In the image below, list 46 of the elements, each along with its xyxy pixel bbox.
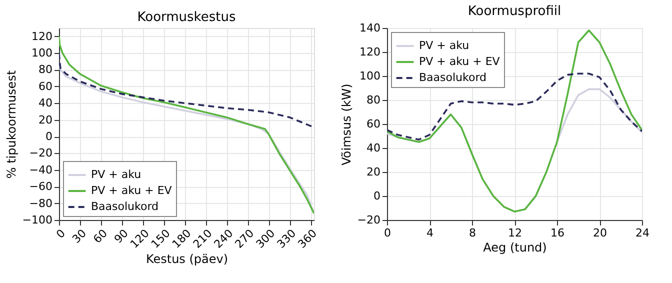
y-tick-label: 60 bbox=[38, 80, 52, 93]
line-series bbox=[387, 72, 642, 140]
legend-label: Baasolukord bbox=[91, 200, 159, 213]
y-tick-label: −80 bbox=[29, 196, 52, 210]
y-axis-title: % tipukoormusest bbox=[4, 70, 18, 179]
y-tick-label: 40 bbox=[38, 96, 52, 110]
legend-label: PV + aku + EV bbox=[419, 55, 500, 68]
x-axis-title: Aeg (tund) bbox=[483, 240, 547, 254]
y-tick-label: 140 bbox=[360, 22, 380, 34]
x-tick-label: 30 bbox=[70, 226, 89, 246]
y-tick-label: 60 bbox=[366, 118, 380, 130]
y-axis-title: Võimsus (kW) bbox=[339, 84, 354, 166]
x-tick-label: 60 bbox=[90, 226, 110, 246]
y-tick-label: −40 bbox=[29, 163, 52, 176]
y-tick-label: 80 bbox=[366, 94, 380, 106]
x-tick-label: 20 bbox=[593, 226, 607, 240]
y-tick-label: 100 bbox=[32, 46, 52, 60]
y-tick-label: 40 bbox=[366, 142, 380, 154]
y-tick-label: 120 bbox=[360, 46, 380, 58]
x-tick-label: 4 bbox=[426, 226, 434, 240]
chart-title: Koormuskestus bbox=[137, 10, 236, 25]
y-tick-label: 20 bbox=[366, 166, 380, 178]
x-tick-label: 24 bbox=[636, 226, 650, 240]
line-series bbox=[59, 35, 314, 214]
x-axis-title: Kestus (päev) bbox=[146, 252, 228, 266]
y-tick-label: −100 bbox=[22, 214, 52, 226]
legend-label: PV + aku + EV bbox=[91, 184, 172, 197]
y-tick-label: 20 bbox=[38, 113, 52, 126]
y-tick-label: −60 bbox=[29, 180, 52, 194]
y-tick-label: −20 bbox=[29, 146, 52, 160]
y-tick-label: 0 bbox=[374, 190, 380, 202]
y-tick-label: 120 bbox=[32, 30, 52, 43]
y-tick-label: 80 bbox=[38, 63, 52, 76]
x-tick-label: 8 bbox=[469, 226, 476, 240]
x-tick-label: 12 bbox=[508, 226, 522, 240]
x-tick-label: 0 bbox=[54, 226, 68, 241]
chart-title: Koormusprofiil bbox=[468, 4, 562, 19]
x-tick-label: 0 bbox=[384, 226, 391, 240]
line-series bbox=[59, 52, 314, 128]
x-tick-label: 16 bbox=[550, 226, 564, 240]
legend-label: PV + aku bbox=[419, 39, 470, 52]
legend-label: PV + aku bbox=[91, 168, 142, 181]
y-tick-label: 100 bbox=[360, 70, 380, 82]
y-tick-label: 0 bbox=[46, 130, 52, 144]
y-tick-label: −20 bbox=[357, 214, 380, 226]
legend-label: Baasolukord bbox=[419, 71, 487, 84]
